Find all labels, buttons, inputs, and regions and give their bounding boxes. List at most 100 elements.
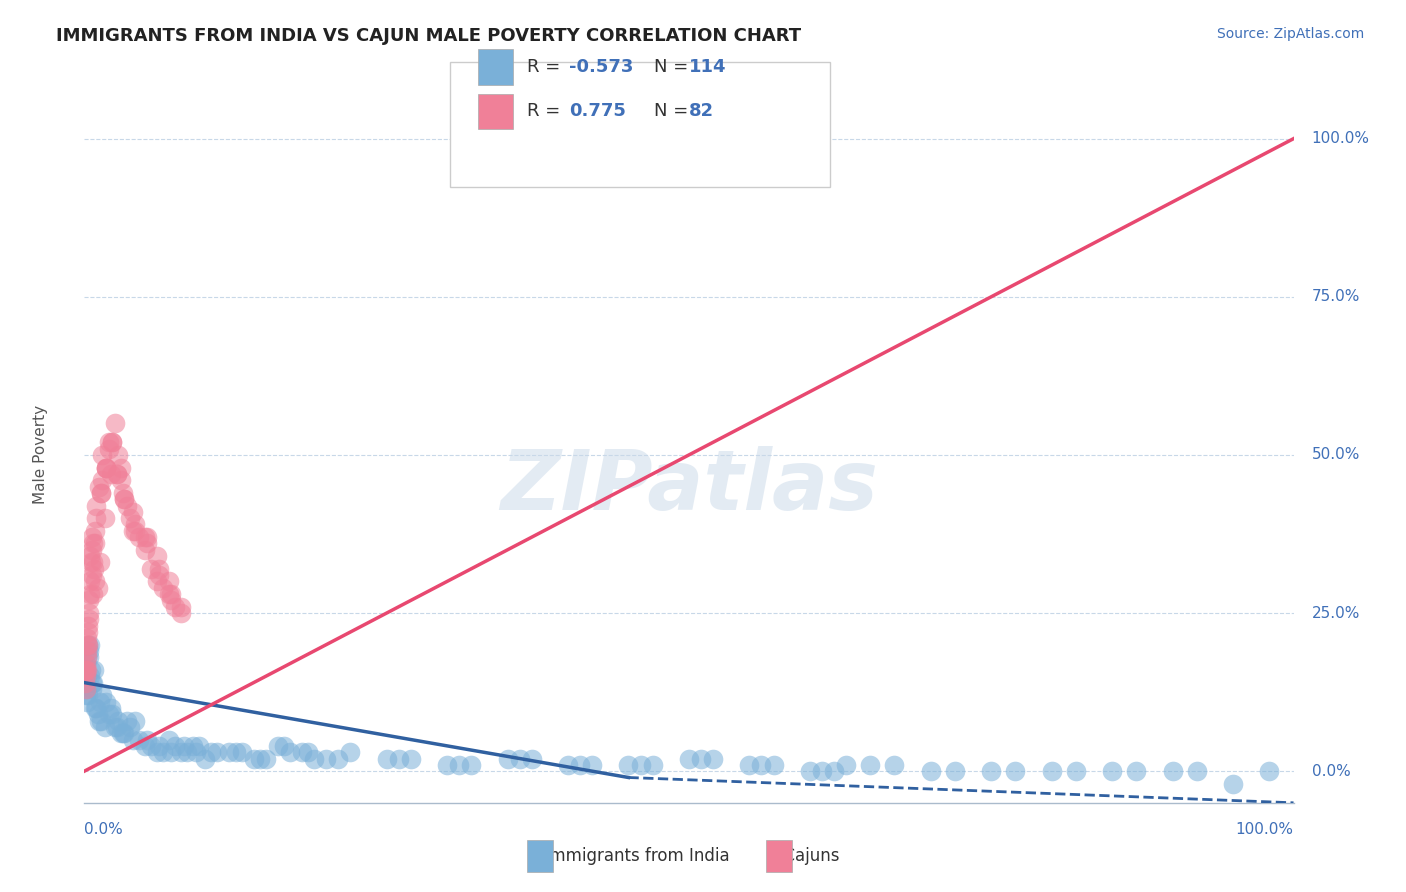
Point [75, 669, 97, 683]
Point [278, 745, 301, 759]
Point [87, 479, 110, 493]
Point [107, 714, 129, 728]
Point [690, 751, 713, 765]
Text: 50.0%: 50.0% [1312, 448, 1360, 462]
Point [184, 745, 207, 759]
Point [165, 599, 187, 614]
Point [762, 757, 785, 772]
Text: N =: N = [654, 58, 693, 76]
Point [254, 751, 277, 765]
Point [110, 473, 132, 487]
Point [94, 460, 117, 475]
Point [76, 663, 98, 677]
Point [134, 530, 156, 544]
Point [520, 751, 543, 765]
Point [86, 499, 108, 513]
Point [75, 688, 97, 702]
Point [134, 542, 156, 557]
Point [136, 732, 159, 747]
Point [148, 568, 170, 582]
Point [112, 492, 135, 507]
Point [148, 739, 170, 753]
Text: Immigrants from India: Immigrants from India [534, 847, 730, 865]
Point [97, 442, 120, 456]
Point [83, 536, 105, 550]
Point [1125, 764, 1147, 779]
Point [112, 492, 135, 507]
Point [297, 745, 319, 759]
Point [738, 757, 761, 772]
Point [104, 720, 127, 734]
Point [80, 542, 103, 557]
Point [160, 587, 183, 601]
Point [449, 757, 471, 772]
Text: 0.775: 0.775 [569, 103, 626, 120]
Point [90, 714, 112, 728]
Point [139, 739, 162, 753]
Point [148, 562, 170, 576]
Point [751, 757, 773, 772]
Point [399, 751, 422, 765]
Point [79, 574, 101, 589]
Point [124, 524, 146, 538]
Point [146, 549, 169, 563]
Point [339, 745, 361, 759]
Point [136, 536, 159, 550]
Point [1222, 777, 1244, 791]
Point [94, 511, 117, 525]
Point [112, 726, 135, 740]
Point [110, 460, 132, 475]
Point [75, 681, 97, 696]
Text: 0.0%: 0.0% [1312, 764, 1350, 779]
Point [73, 675, 96, 690]
Point [82, 681, 104, 696]
Point [328, 751, 350, 765]
Point [115, 714, 138, 728]
Point [188, 739, 211, 753]
Point [101, 707, 124, 722]
Point [569, 757, 592, 772]
Point [97, 435, 120, 450]
Point [557, 757, 579, 772]
Point [980, 764, 1002, 779]
Point [315, 751, 337, 765]
Point [84, 701, 107, 715]
Point [218, 745, 240, 759]
Point [83, 663, 105, 677]
Point [89, 695, 111, 709]
Point [82, 530, 104, 544]
Point [86, 701, 108, 715]
Point [84, 574, 107, 589]
Point [225, 745, 247, 759]
Point [90, 486, 112, 500]
Point [124, 517, 146, 532]
Point [920, 764, 942, 779]
Point [89, 556, 111, 570]
Text: N =: N = [654, 103, 693, 120]
Point [883, 757, 905, 772]
Point [82, 536, 104, 550]
Point [76, 695, 98, 709]
Point [173, 739, 195, 753]
Point [181, 739, 204, 753]
Text: 114: 114 [689, 58, 727, 76]
Point [823, 764, 845, 779]
Point [79, 587, 101, 601]
Point [121, 732, 143, 747]
Point [170, 745, 193, 759]
Point [112, 486, 135, 500]
Point [641, 757, 664, 772]
Point [678, 751, 700, 765]
Text: 0.0%: 0.0% [84, 822, 124, 837]
Point [94, 460, 117, 475]
Point [83, 562, 105, 576]
Point [76, 638, 98, 652]
Point [77, 688, 100, 702]
Point [105, 467, 128, 481]
Point [76, 669, 98, 683]
Point [75, 663, 97, 677]
Point [617, 757, 640, 772]
Point [146, 574, 169, 589]
Point [121, 505, 143, 519]
Text: IMMIGRANTS FROM INDIA VS CAJUN MALE POVERTY CORRELATION CHART: IMMIGRANTS FROM INDIA VS CAJUN MALE POVE… [56, 27, 801, 45]
